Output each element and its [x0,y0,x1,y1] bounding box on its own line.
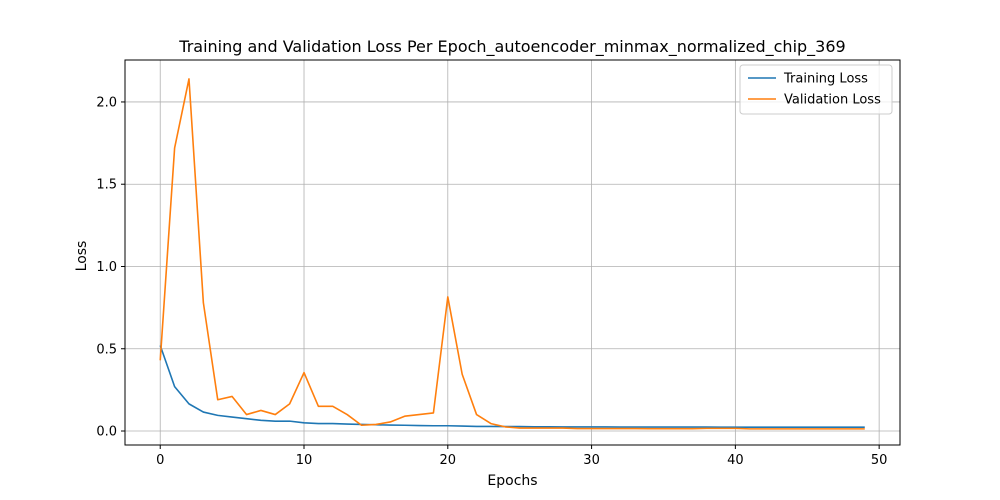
chart-title: Training and Validation Loss Per Epoch_a… [178,37,845,57]
series-line-training-loss [159,345,865,429]
x-tick-label: 50 [871,453,888,468]
series-line-validation-loss [159,78,865,430]
x-tick-label: 10 [296,453,313,468]
y-tick-label: 0.0 [96,425,117,440]
y-tick-label: 1.0 [96,260,117,275]
x-axis-label: Epochs [487,473,537,489]
x-tick-label: 0 [156,453,164,468]
y-axis-label: Loss [74,241,90,272]
series-lines [159,78,865,430]
y-tick-label: 2.0 [96,95,117,110]
legend-box [739,64,893,115]
plot-frame [124,59,901,446]
x-tick-label: 40 [727,453,744,468]
axis-ticks: 0 10 20 30 40 50 0.0 0.5 1.0 1.5 2.0 [96,95,887,468]
x-tick-label: 30 [583,453,600,468]
x-tick-label: 20 [440,453,457,468]
legend-label: Validation Loss [784,93,881,108]
legend-label: Training Loss [783,72,868,87]
legend: Training Loss Validation Loss [739,64,893,115]
y-tick-label: 1.5 [96,178,117,193]
y-tick-label: 0.5 [96,342,117,357]
